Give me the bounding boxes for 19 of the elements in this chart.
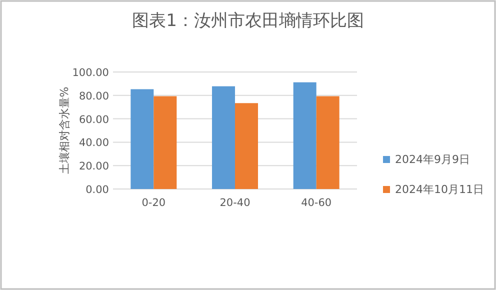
y-tick-label: 60.00	[78, 114, 109, 126]
x-tick-label: 40-60	[301, 197, 332, 209]
y-tick-label: 80.00	[78, 90, 109, 102]
bar	[316, 96, 340, 189]
bar	[154, 96, 177, 189]
bar	[235, 103, 258, 189]
chart-title: 图表1：汝州市农田墒情环比图	[132, 11, 364, 31]
y-tick-label: 40.00	[78, 137, 109, 150]
legend-label: 2024年10月11日	[395, 183, 484, 196]
bar	[130, 89, 154, 189]
bar	[212, 86, 235, 189]
y-tick-label: 20.00	[78, 160, 109, 173]
x-tick-label: 20-40	[220, 197, 250, 209]
bar	[293, 82, 316, 189]
legend-label: 2024年9月9日	[395, 153, 470, 166]
y-axis-title: 土壤相对含水量%	[58, 86, 71, 174]
y-tick-label: 0.00	[86, 184, 109, 196]
x-tick-label: 0-20	[142, 197, 166, 209]
y-tick-label: 100.00	[72, 67, 109, 79]
